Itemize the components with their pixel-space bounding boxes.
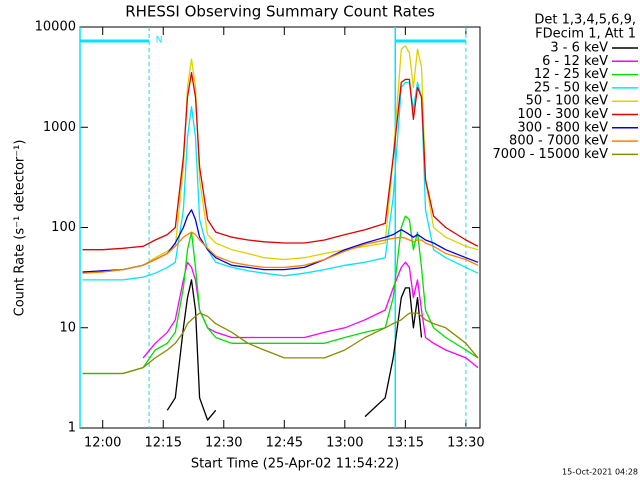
legend-header: FDecim 1, Att 1	[535, 27, 636, 42]
x-tick-label: 13:30	[447, 436, 484, 451]
series-line	[82, 312, 479, 375]
legend-header: Det 1,3,4,5,6,9,	[534, 13, 636, 28]
y-tick-label: 1	[68, 421, 76, 436]
chart-title: RHESSI Observing Summary Count Rates	[125, 3, 435, 21]
legend-label: 3 - 6 keV	[550, 41, 608, 56]
x-tick-label: 12:00	[84, 436, 121, 451]
y-tick-label: 10000	[35, 20, 76, 35]
legend-label: 12 - 25 keV	[534, 67, 608, 82]
legend-label: 25 - 50 keV	[534, 80, 608, 95]
legend-label: 6 - 12 keV	[542, 54, 608, 69]
legend-label: 300 - 800 keV	[517, 120, 608, 135]
legend-label: 50 - 100 keV	[526, 94, 609, 109]
footer: 15-Oct-2021 04:28	[562, 468, 638, 477]
series-line	[82, 81, 479, 281]
x-tick-label: 12:30	[205, 436, 242, 451]
x-axis-label: Start Time (25-Apr-02 11:54:22)	[191, 457, 399, 472]
y-tick-label: 1000	[43, 120, 76, 135]
x-tick-label: 13:15	[387, 436, 424, 451]
series-line	[166, 279, 423, 421]
series-line	[82, 231, 479, 274]
x-tick-label: 12:45	[266, 436, 303, 451]
y-tick-label: 100	[51, 220, 76, 235]
series-line	[142, 261, 479, 369]
night-label: N	[156, 36, 163, 46]
legend-label: 7000 - 15000 keV	[493, 147, 609, 162]
y-tick-label: 10	[59, 320, 76, 335]
legend-label: 800 - 7000 keV	[509, 134, 608, 149]
x-tick-label: 13:00	[326, 436, 363, 451]
series-line	[82, 215, 479, 375]
legend-label: 100 - 300 keV	[517, 107, 608, 122]
y-axis-label: Count Rate (s⁻¹ detector⁻¹)	[13, 140, 28, 317]
series-line	[82, 72, 479, 251]
x-tick-label: 12:15	[145, 436, 182, 451]
series-line	[82, 209, 479, 273]
